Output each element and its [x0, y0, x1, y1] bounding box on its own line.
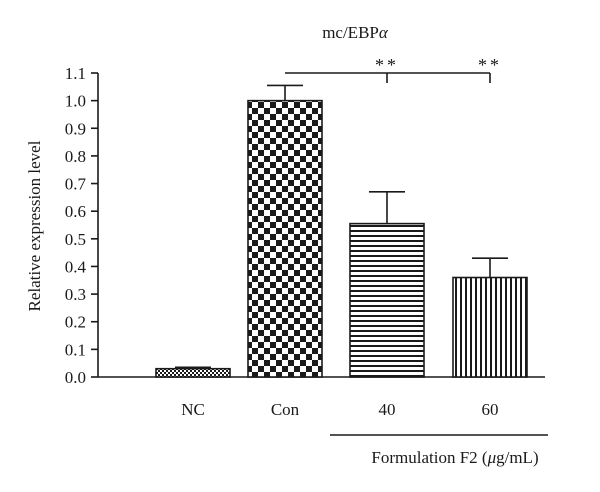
y-tick-label: 0.4: [65, 257, 87, 276]
y-tick-label: 0.9: [65, 119, 86, 138]
bars-group: [155, 99, 528, 378]
y-tick-label: 0.0: [65, 368, 86, 387]
significance-label: **: [478, 55, 502, 75]
group-label: Formulation F2 (μg/mL): [371, 448, 538, 467]
y-tick-label: 0.6: [65, 202, 86, 221]
chart-title-text: mc/EBP: [322, 23, 379, 42]
y-tick-label: 0.5: [65, 230, 86, 249]
y-tick-label: 1.0: [65, 92, 86, 111]
error-bars-group: [175, 84, 508, 369]
x-tick-label: 40: [379, 400, 396, 419]
bar-60: [452, 276, 528, 378]
y-tick-label: 0.2: [65, 313, 86, 332]
x-ticks: NC Con 40 60: [181, 400, 498, 419]
y-tick-label: 0.8: [65, 147, 86, 166]
y-tick-label: 1.1: [65, 64, 86, 83]
bar-nc: [155, 367, 231, 378]
y-axis-label: Relative expression level: [25, 140, 44, 311]
group-label-prefix: Formulation F2 (: [371, 448, 488, 467]
y-tick-label: 0.3: [65, 285, 86, 304]
y-tick-label: 0.1: [65, 340, 86, 359]
significance-label: **: [375, 55, 399, 75]
y-tick-label: 0.7: [65, 175, 87, 194]
x-tick-label: 60: [482, 400, 499, 419]
significance-group: ** **: [285, 55, 502, 83]
group-label-suffix: g/mL): [496, 448, 539, 467]
y-ticks: 0.0 0.1 0.2 0.3 0.4 0.5 0.6 0.7 0.8 0.9 1.0 1.1: [65, 64, 98, 387]
x-tick-label: Con: [271, 400, 300, 419]
chart-title-alpha: α: [379, 23, 389, 42]
chart-title: mc/EBPα: [322, 23, 389, 42]
bar-con: [247, 99, 323, 378]
x-tick-label: NC: [181, 400, 205, 419]
bar-40: [349, 222, 425, 378]
group-label-mu: μ: [487, 448, 497, 467]
